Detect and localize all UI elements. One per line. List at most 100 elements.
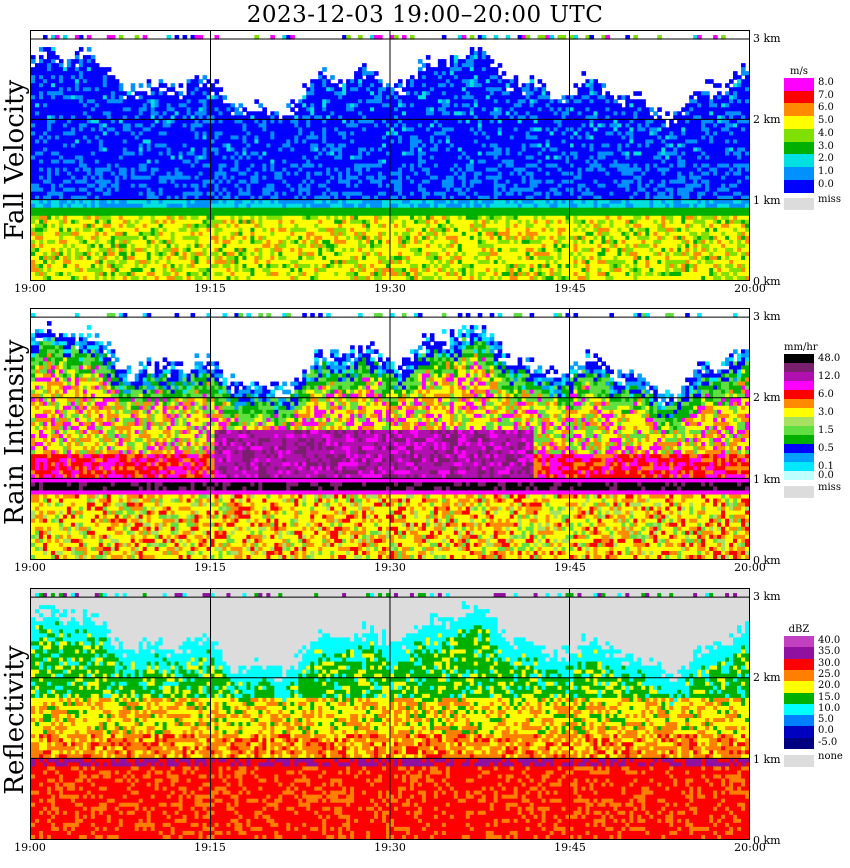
legend-label: 5.0 xyxy=(818,714,834,725)
rain-intensity-plot xyxy=(30,308,750,560)
legend-label: 8.0 xyxy=(818,77,834,88)
legend-missing-swatch xyxy=(784,486,814,498)
y-tick-label: 1 km xyxy=(753,753,781,766)
reflectivity-plot xyxy=(30,588,750,840)
legend-swatch xyxy=(784,408,814,418)
y-tick-label: 2 km xyxy=(753,671,781,684)
legend-swatch xyxy=(784,179,814,193)
legend-label: 25.0 xyxy=(818,669,840,680)
y-tick-label: 1 km xyxy=(753,194,781,207)
x-tick-label: 19:15 xyxy=(180,841,240,854)
x-tick-label: 19:15 xyxy=(180,282,240,295)
y-tick-label: 0 km xyxy=(753,275,781,288)
y-tick-label: 2 km xyxy=(753,113,781,126)
legend-swatch xyxy=(784,166,814,180)
panel-title-rain-intensity: Rain Intensity xyxy=(0,340,30,525)
legend-swatch xyxy=(784,116,814,130)
legend-missing-label: none xyxy=(818,751,843,762)
legend-unit: dBZ xyxy=(784,624,814,635)
legend-swatch xyxy=(784,737,814,750)
legend-swatch xyxy=(784,141,814,155)
legend-label: 3.0 xyxy=(818,141,834,152)
legend-unit: m/s xyxy=(784,66,814,77)
legend-label: -5.0 xyxy=(818,737,837,748)
legend-swatch xyxy=(784,103,814,117)
legend-label: 40.0 xyxy=(818,635,840,646)
y-tick-label: 0 km xyxy=(753,554,781,567)
legend-swatch xyxy=(784,399,814,409)
legend-label: 2.0 xyxy=(818,153,834,164)
legend-label: 35.0 xyxy=(818,646,840,657)
legend-swatch xyxy=(784,78,814,91)
legend-swatch xyxy=(784,726,814,738)
x-tick-label: 19:30 xyxy=(360,561,420,574)
heatmap-canvas xyxy=(31,309,749,559)
legend-swatch xyxy=(784,669,814,682)
legend-swatch xyxy=(784,381,814,391)
x-tick-label: 19:00 xyxy=(0,282,60,295)
legend-swatch xyxy=(784,154,814,168)
legend-swatch xyxy=(784,90,814,104)
legend-swatch xyxy=(784,658,814,671)
y-tick-label: 3 km xyxy=(753,32,781,45)
legend-label: 0.5 xyxy=(818,443,834,454)
x-tick-label: 19:45 xyxy=(540,561,600,574)
legend-swatch xyxy=(784,390,814,400)
legend-missing-swatch xyxy=(784,755,814,767)
y-tick-label: 3 km xyxy=(753,590,781,603)
x-tick-label: 19:00 xyxy=(0,841,60,854)
x-tick-label: 20:00 xyxy=(720,561,780,574)
legend-swatch xyxy=(784,128,814,142)
legend-label: 6.0 xyxy=(818,389,834,400)
legend-label: 5.0 xyxy=(818,115,834,126)
legend-swatch xyxy=(784,417,814,427)
y-tick-label: 0 km xyxy=(753,834,781,847)
x-tick-label: 20:00 xyxy=(720,282,780,295)
legend-label: 0.0 xyxy=(818,179,834,190)
heatmap-canvas xyxy=(31,589,749,839)
legend-missing-swatch xyxy=(784,198,814,211)
legend-missing-label: miss xyxy=(818,482,841,493)
y-tick-label: 3 km xyxy=(753,310,781,323)
legend-swatch xyxy=(784,426,814,436)
legend-swatch xyxy=(784,444,814,454)
legend-swatch xyxy=(784,636,814,648)
legend-label: 6.0 xyxy=(818,102,834,113)
legend-label: 0.0 xyxy=(818,470,834,481)
legend-missing-label: miss xyxy=(818,194,841,205)
legend-swatch xyxy=(784,692,814,705)
legend-swatch xyxy=(784,453,814,463)
legend-swatch xyxy=(784,435,814,445)
legend-label: 20.0 xyxy=(818,680,840,691)
y-tick-label: 1 km xyxy=(753,473,781,486)
legend-label: 1.0 xyxy=(818,166,834,177)
legend-label: 0.0 xyxy=(818,725,834,736)
y-tick-label: 2 km xyxy=(753,391,781,404)
legend-swatch xyxy=(784,471,814,481)
legend-label: 48.0 xyxy=(818,353,840,364)
legend-label: 15.0 xyxy=(818,692,840,703)
legend-label: 10.0 xyxy=(818,703,840,714)
legend-unit: mm/hr xyxy=(784,342,818,353)
legend-label: 0.1 xyxy=(818,461,834,472)
legend-label: 3.0 xyxy=(818,407,834,418)
x-tick-label: 19:15 xyxy=(180,561,240,574)
heatmap-canvas xyxy=(31,31,749,280)
legend-swatch xyxy=(784,647,814,659)
x-tick-label: 19:45 xyxy=(540,841,600,854)
legend-label: 1.5 xyxy=(818,425,834,436)
x-tick-label: 19:30 xyxy=(360,841,420,854)
legend-swatch xyxy=(784,372,814,382)
legend-swatch xyxy=(784,354,814,364)
x-tick-label: 20:00 xyxy=(720,841,780,854)
chart-title: 2023-12-03 19:00–20:00 UTC xyxy=(0,0,850,30)
legend-label: 4.0 xyxy=(818,128,834,139)
legend-swatch xyxy=(784,363,814,373)
legend-swatch xyxy=(784,462,814,472)
x-tick-label: 19:30 xyxy=(360,282,420,295)
x-tick-label: 19:00 xyxy=(0,561,60,574)
x-tick-label: 19:45 xyxy=(540,282,600,295)
legend-swatch xyxy=(784,681,814,693)
fall-velocity-plot xyxy=(30,30,750,281)
legend-swatch xyxy=(784,715,814,727)
